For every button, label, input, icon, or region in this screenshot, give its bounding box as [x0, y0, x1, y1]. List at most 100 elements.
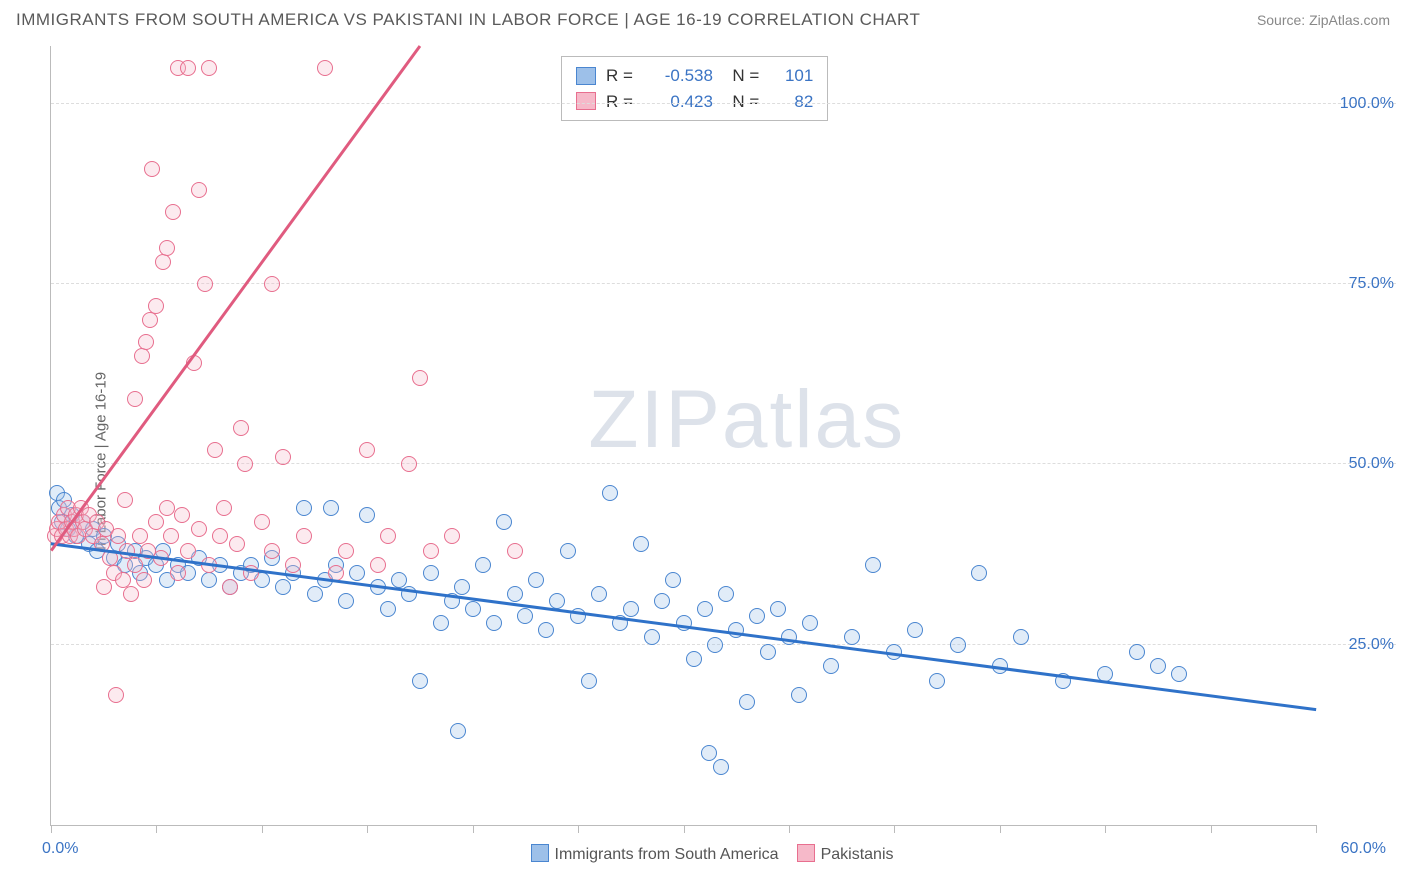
scatter-point: [144, 161, 160, 177]
scatter-point: [264, 276, 280, 292]
scatter-point: [1129, 644, 1145, 660]
scatter-point: [718, 586, 734, 602]
scatter-point: [391, 572, 407, 588]
scatter-point: [127, 557, 143, 573]
scatter-point: [823, 658, 839, 674]
scatter-point: [96, 579, 112, 595]
trend-line: [50, 45, 421, 551]
scatter-point: [1171, 666, 1187, 682]
scatter-point: [212, 528, 228, 544]
scatter-point: [307, 586, 323, 602]
scatter-point: [285, 557, 301, 573]
scatter-point: [201, 60, 217, 76]
stats-legend-row: R =0.423 N =82: [576, 89, 813, 115]
scatter-point: [115, 572, 131, 588]
scatter-point: [216, 500, 232, 516]
x-tick: [51, 825, 52, 833]
scatter-point: [865, 557, 881, 573]
scatter-point: [323, 500, 339, 516]
y-tick-label: 25.0%: [1349, 636, 1394, 654]
scatter-point: [676, 615, 692, 631]
scatter-point: [170, 565, 186, 581]
scatter-point: [728, 622, 744, 638]
scatter-point: [191, 521, 207, 537]
y-tick-label: 50.0%: [1349, 455, 1394, 473]
scatter-point: [623, 601, 639, 617]
scatter-point: [581, 673, 597, 689]
scatter-point: [739, 694, 755, 710]
scatter-point: [222, 579, 238, 595]
scatter-point: [229, 536, 245, 552]
scatter-point: [713, 759, 729, 775]
stat-r-value: -0.538: [643, 63, 713, 89]
scatter-point: [138, 334, 154, 350]
scatter-point: [207, 442, 223, 458]
legend-swatch: [797, 844, 815, 862]
trend-line: [51, 542, 1316, 710]
scatter-point: [201, 572, 217, 588]
scatter-point: [791, 687, 807, 703]
scatter-point: [770, 601, 786, 617]
stat-r-value: 0.423: [643, 89, 713, 115]
scatter-point: [465, 601, 481, 617]
watermark-bold: ZIP: [588, 374, 722, 465]
scatter-point: [127, 391, 143, 407]
scatter-point: [760, 644, 776, 660]
scatter-point: [163, 528, 179, 544]
scatter-point: [159, 240, 175, 256]
scatter-point: [180, 543, 196, 559]
x-tick: [1316, 825, 1317, 833]
x-tick: [578, 825, 579, 833]
x-tick: [684, 825, 685, 833]
scatter-point: [496, 514, 512, 530]
x-tick: [789, 825, 790, 833]
scatter-point: [370, 557, 386, 573]
legend-swatch: [531, 844, 549, 862]
stat-key: N =: [723, 63, 759, 89]
scatter-point: [233, 420, 249, 436]
scatter-point: [971, 565, 987, 581]
scatter-point: [665, 572, 681, 588]
x-tick: [1105, 825, 1106, 833]
scatter-point: [507, 543, 523, 559]
y-tick-label: 75.0%: [1349, 275, 1394, 293]
scatter-point: [644, 629, 660, 645]
stat-key: R =: [606, 63, 633, 89]
stat-n-value: 82: [769, 89, 813, 115]
scatter-point: [486, 615, 502, 631]
chart-title: IMMIGRANTS FROM SOUTH AMERICA VS PAKISTA…: [16, 10, 920, 30]
scatter-point: [148, 514, 164, 530]
x-tick: [262, 825, 263, 833]
scatter-point: [929, 673, 945, 689]
scatter-point: [338, 543, 354, 559]
scatter-point: [180, 60, 196, 76]
scatter-point: [507, 586, 523, 602]
scatter-point: [275, 449, 291, 465]
scatter-point: [155, 254, 171, 270]
scatter-point: [412, 673, 428, 689]
scatter-point: [237, 456, 253, 472]
scatter-point: [174, 507, 190, 523]
scatter-point: [197, 276, 213, 292]
scatter-point: [697, 601, 713, 617]
x-tick: [156, 825, 157, 833]
x-tick: [894, 825, 895, 833]
scatter-point: [148, 298, 164, 314]
scatter-point: [296, 500, 312, 516]
x-tick: [367, 825, 368, 833]
scatter-point: [528, 572, 544, 588]
scatter-point: [701, 745, 717, 761]
bottom-legend: Immigrants from South AmericaPakistanis: [0, 844, 1406, 864]
header: IMMIGRANTS FROM SOUTH AMERICA VS PAKISTA…: [0, 0, 1406, 36]
scatter-point: [338, 593, 354, 609]
scatter-point: [134, 348, 150, 364]
scatter-point: [117, 492, 133, 508]
scatter-point: [264, 543, 280, 559]
scatter-point: [907, 622, 923, 638]
scatter-point: [132, 528, 148, 544]
scatter-point: [159, 500, 175, 516]
stats-legend: R =-0.538 N =101R =0.423 N =82: [561, 56, 828, 121]
gridline: [51, 644, 1396, 645]
scatter-point: [296, 528, 312, 544]
scatter-point: [165, 204, 181, 220]
